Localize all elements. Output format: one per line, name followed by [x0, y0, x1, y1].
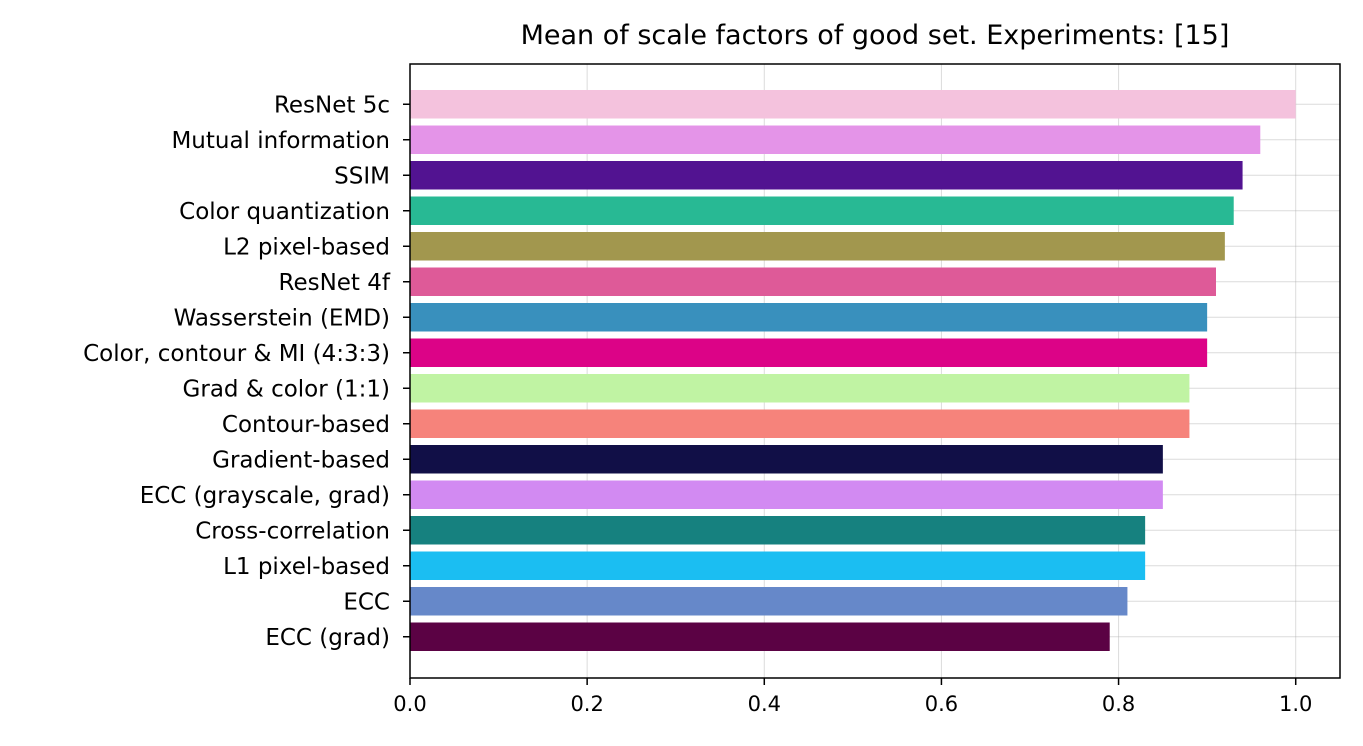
bar [410, 445, 1163, 474]
x-tick-label: 0.6 [925, 692, 958, 716]
y-tick-label: Gradient-based [212, 447, 390, 473]
bar [410, 232, 1225, 261]
y-tick-label: ECC (grad) [265, 625, 390, 651]
bar [410, 374, 1190, 403]
bar [410, 161, 1243, 190]
bar [410, 196, 1234, 225]
bar [410, 622, 1110, 651]
y-tick-label: Wasserstein (EMD) [174, 305, 390, 331]
x-tick-label: 0.8 [1102, 692, 1135, 716]
x-tick-label: 0.2 [570, 692, 603, 716]
y-tick-label: Mutual information [171, 128, 390, 154]
x-tick-label: 0.4 [748, 692, 781, 716]
x-tick-label: 1.0 [1279, 692, 1312, 716]
bar [410, 409, 1190, 438]
bar [410, 516, 1146, 545]
x-tick-label: 0.0 [393, 692, 426, 716]
bar [410, 125, 1261, 154]
y-axis-ticks: ResNet 5c Mutual information SSIM Color qua… [83, 92, 410, 651]
y-tick-label: ECC [343, 589, 390, 615]
y-tick-label: SSIM [334, 163, 390, 189]
y-tick-label: L2 pixel-based [223, 234, 390, 260]
bar [410, 90, 1296, 119]
y-tick-label: Color, contour & MI (4:3:3) [83, 341, 390, 367]
y-tick-label: ResNet 5c [274, 92, 390, 118]
y-tick-label: Color quantization [179, 199, 390, 225]
x-axis-ticks: 0.0 0.2 0.4 0.6 0.8 1.0 [393, 678, 1312, 716]
bar [410, 338, 1208, 367]
y-tick-label: Contour-based [222, 412, 390, 438]
y-tick-label: ECC (grayscale, grad) [140, 483, 390, 509]
y-tick-label: Cross-correlation [195, 518, 390, 544]
plot-frame [409, 63, 1341, 679]
bar [410, 480, 1163, 509]
y-tick-label: L1 pixel-based [223, 554, 390, 580]
bar [410, 551, 1146, 580]
bar [410, 267, 1216, 296]
bar [410, 587, 1128, 616]
y-tick-label: ResNet 4f [279, 270, 391, 296]
bars [410, 90, 1296, 651]
y-tick-label: Grad & color (1:1) [183, 376, 390, 402]
bar [410, 303, 1208, 332]
chart-title: Mean of scale factors of good set. Exper… [521, 20, 1230, 51]
grid [409, 64, 1340, 678]
